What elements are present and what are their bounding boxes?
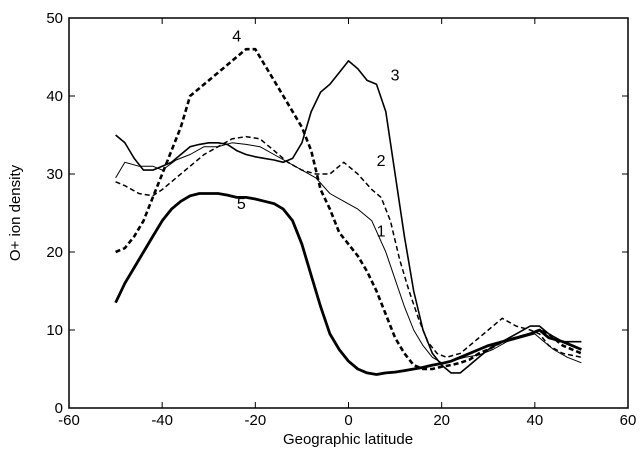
curve-labels: 1 2 3 4 5 [232, 28, 399, 240]
plot-frame [68, 17, 629, 409]
y-tick-label: 10 [46, 322, 63, 339]
series-lines [114, 47, 582, 376]
x-tick-label: 40 [526, 412, 543, 429]
y-tick-label: 50 [46, 10, 63, 27]
x-tick-label: -60 [58, 412, 80, 429]
y-tick-label: 0 [55, 400, 63, 417]
curve-label-1: 1 [377, 223, 386, 240]
series-line-5 [114, 192, 582, 376]
curve-label-5: 5 [237, 196, 246, 213]
series-line-1 [115, 142, 582, 364]
x-tick-label: -40 [151, 412, 173, 429]
y-tick-label: 20 [46, 244, 63, 261]
series-line-3 [115, 60, 582, 374]
x-tick-label: 0 [344, 412, 352, 429]
tick-labels: -60 -40 -20 0 20 40 60 0 10 20 30 40 50 [46, 10, 636, 429]
x-tick-label: -20 [244, 412, 266, 429]
series-line-4 [115, 47, 582, 371]
x-axis-label: Geographic latitude [283, 431, 413, 448]
x-tick-label: 60 [620, 412, 637, 429]
y-axis-label: O+ ion density [7, 164, 24, 261]
curve-label-3: 3 [391, 67, 400, 84]
curve-label-4: 4 [232, 28, 241, 45]
x-tick-label: 20 [433, 412, 450, 429]
y-tick-label: 40 [46, 88, 63, 105]
series-line-2 [115, 135, 582, 359]
curve-label-2: 2 [377, 153, 386, 170]
tick-marks [68, 17, 629, 409]
y-tick-label: 30 [46, 166, 63, 183]
